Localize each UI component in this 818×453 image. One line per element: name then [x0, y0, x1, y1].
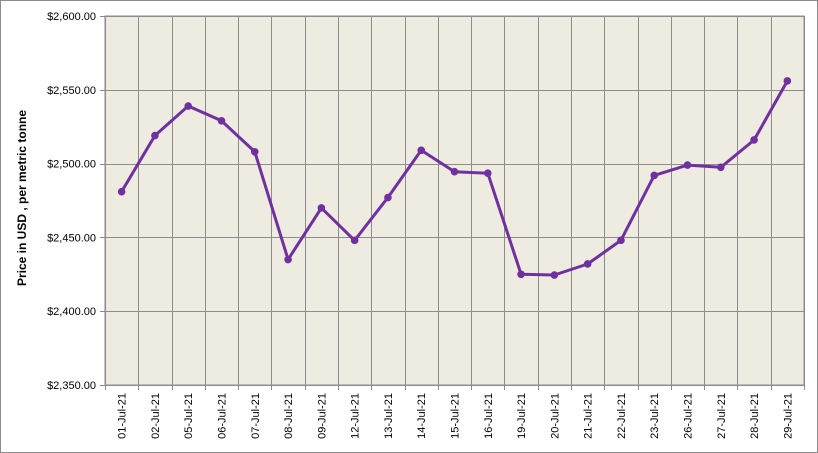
data-point — [284, 255, 292, 264]
y-tick-label: $2,500.00 — [47, 159, 96, 171]
x-tick-label: 13-Jul-21 — [383, 393, 395, 439]
data-points — [117, 77, 792, 279]
y-axis-label: Price in USD , per metric tonne — [15, 110, 29, 286]
data-point — [783, 77, 792, 85]
data-point — [184, 102, 193, 110]
data-point — [250, 147, 259, 156]
y-tick-label: $2,600.00 — [47, 11, 96, 23]
x-tick-label: 15-Jul-21 — [450, 393, 462, 439]
x-tick-label: 08-Jul-21 — [283, 393, 295, 439]
x-tick-label: 22-Jul-21 — [616, 393, 628, 439]
x-tick-label: 06-Jul-21 — [217, 393, 229, 439]
data-point — [417, 146, 426, 155]
data-point — [317, 204, 326, 212]
data-point — [117, 187, 126, 196]
y-tick-label: $2,550.00 — [47, 85, 96, 97]
data-point — [550, 271, 559, 279]
data-point — [683, 161, 692, 169]
x-tick-label: 19-Jul-21 — [516, 393, 528, 439]
x-tick-label: 14-Jul-21 — [416, 393, 428, 439]
data-point — [151, 131, 159, 140]
x-tick-label: 28-Jul-21 — [749, 393, 761, 439]
data-point — [650, 171, 659, 180]
x-tick-label: 29-Jul-21 — [782, 393, 794, 439]
x-tick-label: 02-Jul-21 — [150, 393, 162, 439]
y-tick-label: $2,350.00 — [47, 380, 96, 392]
x-tick-label: 09-Jul-21 — [316, 393, 328, 439]
plot-area — [104, 15, 805, 386]
x-tick-label: 16-Jul-21 — [483, 393, 495, 439]
x-tick-label: 07-Jul-21 — [250, 393, 262, 439]
y-tick-label: $2,400.00 — [47, 306, 96, 318]
data-point — [517, 270, 525, 279]
data-point — [350, 236, 359, 245]
x-tick-label: 05-Jul-21 — [183, 393, 195, 439]
data-point — [217, 116, 226, 125]
data-point — [583, 260, 592, 268]
data-point — [483, 169, 492, 177]
x-tick-label: 21-Jul-21 — [583, 393, 595, 439]
data-point — [750, 136, 758, 144]
y-tick-label: $2,450.00 — [47, 232, 96, 244]
data-point — [384, 193, 392, 202]
data-point — [450, 167, 459, 176]
x-tick-label: 20-Jul-21 — [549, 393, 561, 439]
x-axis-ticks: 01-Jul-21 02-Jul-21 05-Jul-21 06-Jul-21 07-J… — [117, 393, 795, 439]
x-tick-label: 27-Jul-21 — [716, 393, 728, 439]
x-tick-label: 26-Jul-21 — [683, 393, 695, 439]
y-axis-ticks: $2,350.00 $2,400.00 $2,450.00 $2,500.00 $2,5… — [47, 11, 96, 392]
x-tick-label: 23-Jul-21 — [649, 393, 661, 439]
x-tick-label: 12-Jul-21 — [350, 393, 362, 439]
x-tick-label: 01-Jul-21 — [117, 393, 129, 439]
data-point — [617, 236, 625, 245]
data-point — [716, 163, 725, 172]
